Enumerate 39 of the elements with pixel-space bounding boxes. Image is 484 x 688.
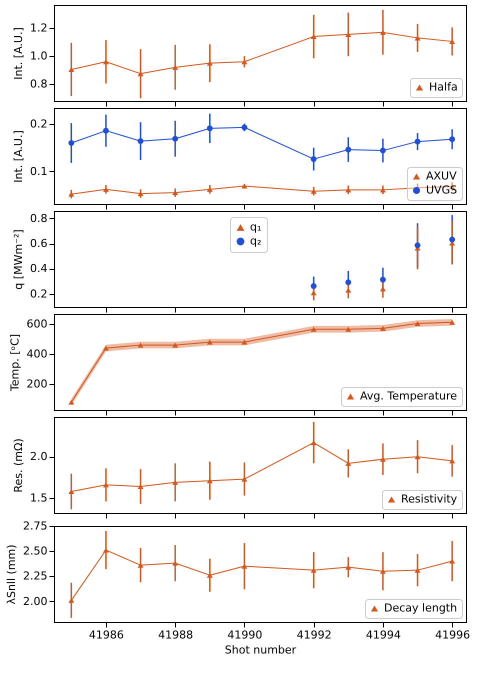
legend-label: Halfa [429,80,458,94]
x-tick-label: 41986 [88,628,124,642]
y-axis-title: Temp. [ᵒC] [8,334,22,392]
legend-label: Resistivity [401,492,458,506]
x-tick-label: 41994 [366,628,401,642]
y-axis-title: Int. [A.U.] [12,27,26,80]
y-axis-title: Res. (mΩ) [12,438,26,493]
legend-label: q₂ [250,234,262,248]
y-axis-title: q [MWm⁻²] [12,229,26,290]
y-tick-label: 0.6 [30,237,48,250]
y-tick-label: 200 [26,378,48,391]
y-tick-label: 0.1 [30,164,48,178]
y-tick-label: 1.0 [30,50,48,63]
y-axis-title: λSnll (mm) [5,544,18,605]
legend-label: q₁ [250,220,262,234]
legend-label: UVGS [426,184,458,196]
x-tick-label: 41996 [435,628,470,642]
y-axis-title: Int. [A.U.] [12,130,26,183]
x-tick-label: 41990 [227,628,262,642]
y-tick-label: 0.2 [30,287,48,300]
y-tick-label: 1.5 [30,492,48,505]
x-tick-label: 41992 [296,628,332,642]
y-tick-label: 2.00 [23,594,48,608]
y-tick-label: 0.8 [30,78,48,91]
y-tick-label: 2.50 [23,544,48,558]
x-tick-label: 41988 [158,628,194,642]
y-tick-label: 0.4 [30,262,48,276]
y-tick-label: 2.25 [23,570,48,583]
legend-label: Avg. Temperature [360,390,458,402]
y-tick-label: 400 [26,348,48,360]
y-tick-label: 2.0 [30,450,48,464]
y-tick-label: 0.2 [30,118,48,131]
y-tick-label: 2.75 [23,520,48,532]
legend-label: AXUV [426,170,458,182]
y-tick-label: 0.8 [30,212,48,225]
x-axis-title: Shot number [224,644,297,656]
legend-label: Decay length [384,602,458,614]
y-tick-label: 1.2 [30,22,48,35]
y-tick-label: 600 [26,317,48,330]
